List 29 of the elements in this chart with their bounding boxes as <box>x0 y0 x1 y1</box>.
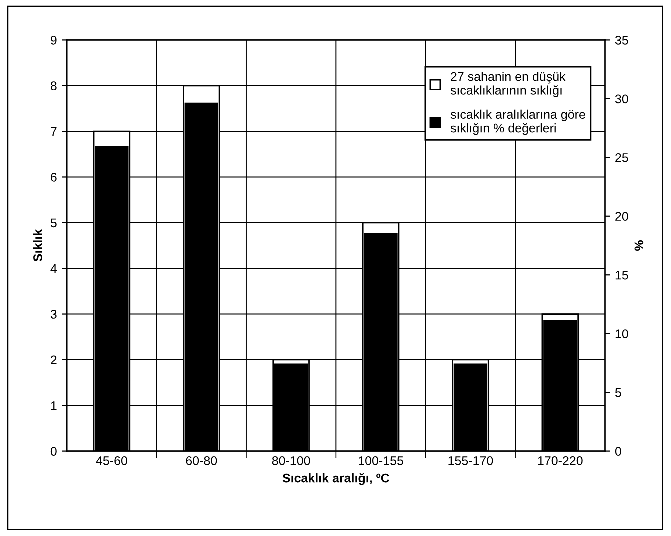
y2-tick-label: 20 <box>616 212 628 222</box>
y-tick-label: 9 <box>51 36 57 45</box>
x-tick-label: 45-60 <box>96 456 128 466</box>
x-tick-label: 100-155 <box>359 456 404 466</box>
legend-label: 27 sahanin en düşük sıcaklıklarının sıklığı <box>450 72 566 98</box>
y2-tick-label: 35 <box>615 36 628 45</box>
x-axis-title: Sıcaklık aralığı, ºC <box>282 473 390 486</box>
y-tick-label: 2 <box>51 356 57 364</box>
y-tick-label: 0 <box>50 447 57 456</box>
x-tick-label: 80-100 <box>272 456 310 466</box>
y-axis-title: Sıklık <box>33 229 42 262</box>
y2-tick-label: 15 <box>616 271 628 280</box>
y2-axis-title: % <box>634 240 644 252</box>
y-tick-label: 8 <box>50 82 57 91</box>
y2-tick-label: 5 <box>615 388 622 398</box>
x-tick-label: 155-170 <box>448 456 494 466</box>
x-tick-label: 170-220 <box>538 456 583 466</box>
y-tick-label: 3 <box>50 310 57 319</box>
y2-tick-label: 10 <box>616 330 628 339</box>
y-tick-label: 4 <box>50 264 58 274</box>
y2-tick-label: 30 <box>615 94 628 104</box>
x-tick-label: 60-80 <box>186 456 218 466</box>
legend-label: sıcaklık aralıklarına göre sıklığın % değerleri <box>450 110 586 136</box>
y-tick-label: 7 <box>51 127 57 136</box>
y2-tick-label: 0 <box>615 447 622 456</box>
y2-tick-label: 25 <box>616 153 628 162</box>
y-tick-label: 1 <box>51 402 57 410</box>
y-tick-label: 6 <box>51 173 57 182</box>
y-tick-label: 5 <box>50 218 57 228</box>
